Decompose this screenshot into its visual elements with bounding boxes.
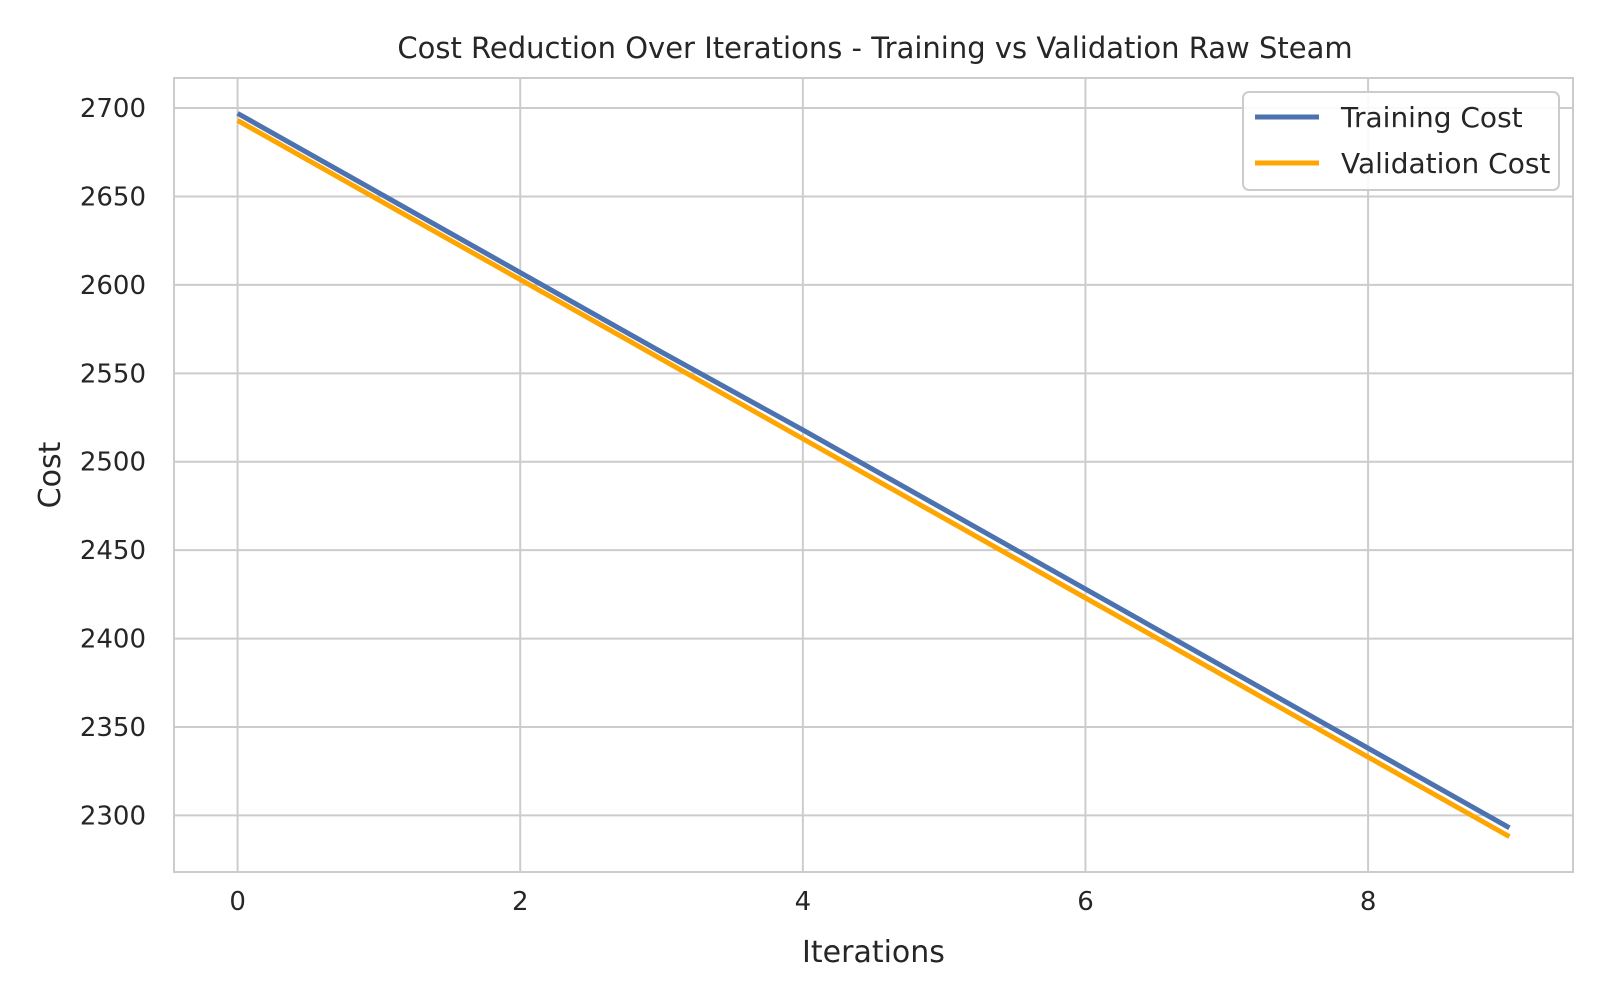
x-tick-label: 0 bbox=[229, 887, 246, 917]
x-tick-label: 2 bbox=[512, 887, 529, 917]
series-line bbox=[236, 118, 1511, 839]
legend-label: Validation Cost bbox=[1341, 147, 1550, 180]
legend-label: Training Cost bbox=[1340, 101, 1523, 134]
y-tick-label: 2600 bbox=[80, 271, 146, 301]
y-tick-label: 2650 bbox=[80, 182, 146, 212]
y-tick-label: 2350 bbox=[80, 713, 146, 743]
y-tick-label: 2700 bbox=[80, 94, 146, 124]
series-lines bbox=[236, 111, 1511, 839]
y-tick-labels: 2300 2350 2400 2450 2500 2550 2600 2650 2700 bbox=[80, 94, 146, 831]
x-tick-label: 4 bbox=[795, 887, 812, 917]
x-tick-labels: 0 2 4 6 8 bbox=[229, 887, 1376, 917]
y-tick-label: 2300 bbox=[80, 801, 146, 831]
y-tick-label: 2450 bbox=[80, 536, 146, 566]
plot-frame bbox=[173, 77, 1574, 873]
legend-box bbox=[1242, 91, 1560, 191]
x-tick-label: 8 bbox=[1360, 887, 1377, 917]
y-axis-label: Cost bbox=[33, 441, 68, 508]
x-tick-label: 6 bbox=[1077, 887, 1094, 917]
legend: Training Cost Validation Cost bbox=[1242, 91, 1560, 191]
x-axis-label: Iterations bbox=[802, 935, 945, 970]
series-line bbox=[236, 111, 1511, 830]
chart-title: Cost Reduction Over Iterations - Trainin… bbox=[397, 31, 1352, 65]
y-tick-label: 2400 bbox=[80, 625, 146, 655]
y-tick-label: 2550 bbox=[80, 359, 146, 389]
y-tick-label: 2500 bbox=[80, 448, 146, 478]
